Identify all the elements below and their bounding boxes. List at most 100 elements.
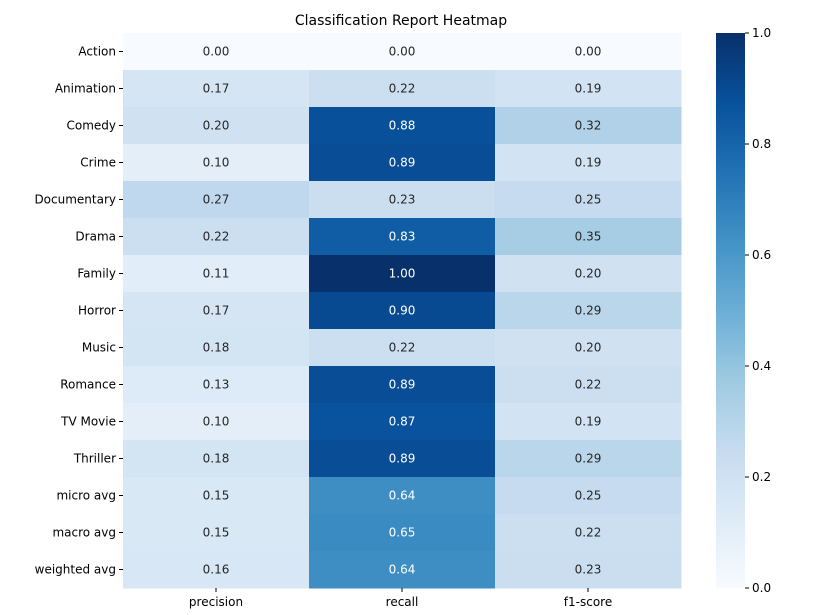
cell-value-label: 0.22 bbox=[575, 526, 602, 540]
column-label: f1-score bbox=[564, 595, 612, 609]
heatmap-cell bbox=[123, 514, 310, 552]
row-label: Animation bbox=[55, 82, 116, 96]
chart-title: Classification Report Heatmap bbox=[295, 13, 507, 29]
cell-value-label: 0.00 bbox=[389, 45, 416, 59]
cell-value-label: 0.17 bbox=[203, 82, 230, 96]
heatmap-cell bbox=[123, 477, 310, 515]
cell-value-label: 0.27 bbox=[203, 193, 230, 207]
cell-value-label: 0.11 bbox=[203, 267, 230, 281]
row-labels: Action Animation Comedy Crime Documentary Dra… bbox=[34, 45, 123, 577]
heatmap-cell bbox=[123, 218, 310, 256]
cell-value-label: 0.16 bbox=[203, 563, 230, 577]
cell-value-label: 0.22 bbox=[389, 341, 416, 355]
cell-value-label: 0.10 bbox=[203, 415, 230, 429]
row-label: Documentary bbox=[34, 193, 116, 207]
heatmap-cell bbox=[495, 440, 682, 478]
heatmap-cell bbox=[123, 403, 310, 441]
heatmap-cell bbox=[309, 292, 496, 330]
row-label: Horror bbox=[78, 304, 116, 318]
heatmap-cell bbox=[123, 255, 310, 293]
heatmap-cell bbox=[495, 70, 682, 108]
row-label: Thriller bbox=[73, 452, 116, 466]
cell-value-label: 0.15 bbox=[203, 489, 230, 503]
heatmap-cell bbox=[123, 181, 310, 219]
cell-value-label: 0.25 bbox=[575, 489, 602, 503]
cell-value-label: 1.00 bbox=[389, 267, 416, 281]
cell-value-label: 0.35 bbox=[575, 230, 602, 244]
row-label: weighted avg bbox=[35, 563, 116, 577]
cell-value-label: 0.19 bbox=[575, 415, 602, 429]
heatmap-cell bbox=[495, 329, 682, 367]
row-label: Music bbox=[82, 341, 116, 355]
cell-value-label: 0.20 bbox=[575, 341, 602, 355]
colorbar-tick-label: 0.6 bbox=[752, 248, 771, 262]
cell-value-label: 0.13 bbox=[203, 378, 230, 392]
heatmap-cell bbox=[495, 477, 682, 515]
cell-value-label: 0.22 bbox=[389, 82, 416, 96]
heatmap-cell bbox=[495, 514, 682, 552]
heatmap-cell bbox=[495, 144, 682, 182]
heatmap-cell bbox=[309, 181, 496, 219]
row-label: Romance bbox=[60, 378, 116, 392]
heatmap-cell bbox=[309, 70, 496, 108]
column-label: recall bbox=[386, 595, 419, 609]
heatmap-cell bbox=[495, 255, 682, 293]
heatmap-cell bbox=[309, 218, 496, 256]
cell-value-label: 0.32 bbox=[575, 119, 602, 133]
cell-value-label: 0.00 bbox=[575, 45, 602, 59]
heatmap-cell bbox=[309, 514, 496, 552]
cell-value-label: 0.18 bbox=[203, 452, 230, 466]
cell-value-label: 0.64 bbox=[389, 489, 416, 503]
colorbar: 0.0 0.2 0.4 0.6 0.8 1.0 bbox=[716, 26, 771, 595]
heatmap-cell bbox=[123, 292, 310, 330]
column-labels: precision recall f1-score bbox=[189, 588, 612, 609]
row-label: macro avg bbox=[52, 526, 116, 540]
cell-value-label: 0.29 bbox=[575, 452, 602, 466]
heatmap-cell bbox=[495, 107, 682, 145]
cell-value-label: 0.10 bbox=[203, 156, 230, 170]
cell-value-label: 0.83 bbox=[389, 230, 416, 244]
colorbar-tick-label: 0.0 bbox=[752, 581, 771, 595]
heatmap-cell bbox=[123, 329, 310, 367]
cell-value-label: 0.20 bbox=[575, 267, 602, 281]
colorbar-tick-label: 0.2 bbox=[752, 470, 771, 484]
heatmap-cell bbox=[123, 551, 310, 589]
cell-value-label: 0.15 bbox=[203, 526, 230, 540]
heatmap-cell bbox=[309, 144, 496, 182]
heatmap-cell bbox=[495, 292, 682, 330]
cell-value-label: 0.20 bbox=[203, 119, 230, 133]
cell-value-label: 0.17 bbox=[203, 304, 230, 318]
row-label: Comedy bbox=[66, 119, 116, 133]
colorbar-gradient bbox=[716, 33, 745, 588]
heatmap-cell bbox=[309, 107, 496, 145]
cell-value-label: 0.89 bbox=[389, 378, 416, 392]
colorbar-tick-label: 0.4 bbox=[752, 359, 771, 373]
heatmap-cell bbox=[123, 440, 310, 478]
heatmap-cell bbox=[495, 366, 682, 404]
heatmap-cell bbox=[309, 33, 496, 71]
row-label: Family bbox=[77, 267, 116, 281]
heatmap-cell bbox=[123, 107, 310, 145]
row-label: Action bbox=[78, 45, 116, 59]
cell-value-label: 0.19 bbox=[575, 156, 602, 170]
cell-value-label: 0.23 bbox=[575, 563, 602, 577]
row-label: micro avg bbox=[56, 489, 116, 503]
cell-value-label: 0.89 bbox=[389, 156, 416, 170]
heatmap-cells: 0.00 0.00 0.00 0.17 0.22 0.19 0.20 0.88 0.32 0.10… bbox=[123, 33, 682, 589]
row-label: Crime bbox=[80, 156, 116, 170]
heatmap-cell bbox=[495, 403, 682, 441]
heatmap-cell bbox=[123, 144, 310, 182]
colorbar-tick-label: 1.0 bbox=[752, 26, 771, 40]
heatmap-cell bbox=[495, 218, 682, 256]
heatmap-cell bbox=[309, 403, 496, 441]
column-label: precision bbox=[189, 595, 243, 609]
heatmap-cell bbox=[123, 366, 310, 404]
heatmap-cell bbox=[495, 33, 682, 71]
heatmap-cell bbox=[123, 70, 310, 108]
cell-value-label: 0.87 bbox=[389, 415, 416, 429]
cell-value-label: 0.90 bbox=[389, 304, 416, 318]
cell-value-label: 0.00 bbox=[203, 45, 230, 59]
heatmap-cell bbox=[309, 551, 496, 589]
cell-value-label: 0.65 bbox=[389, 526, 416, 540]
cell-value-label: 0.22 bbox=[203, 230, 230, 244]
